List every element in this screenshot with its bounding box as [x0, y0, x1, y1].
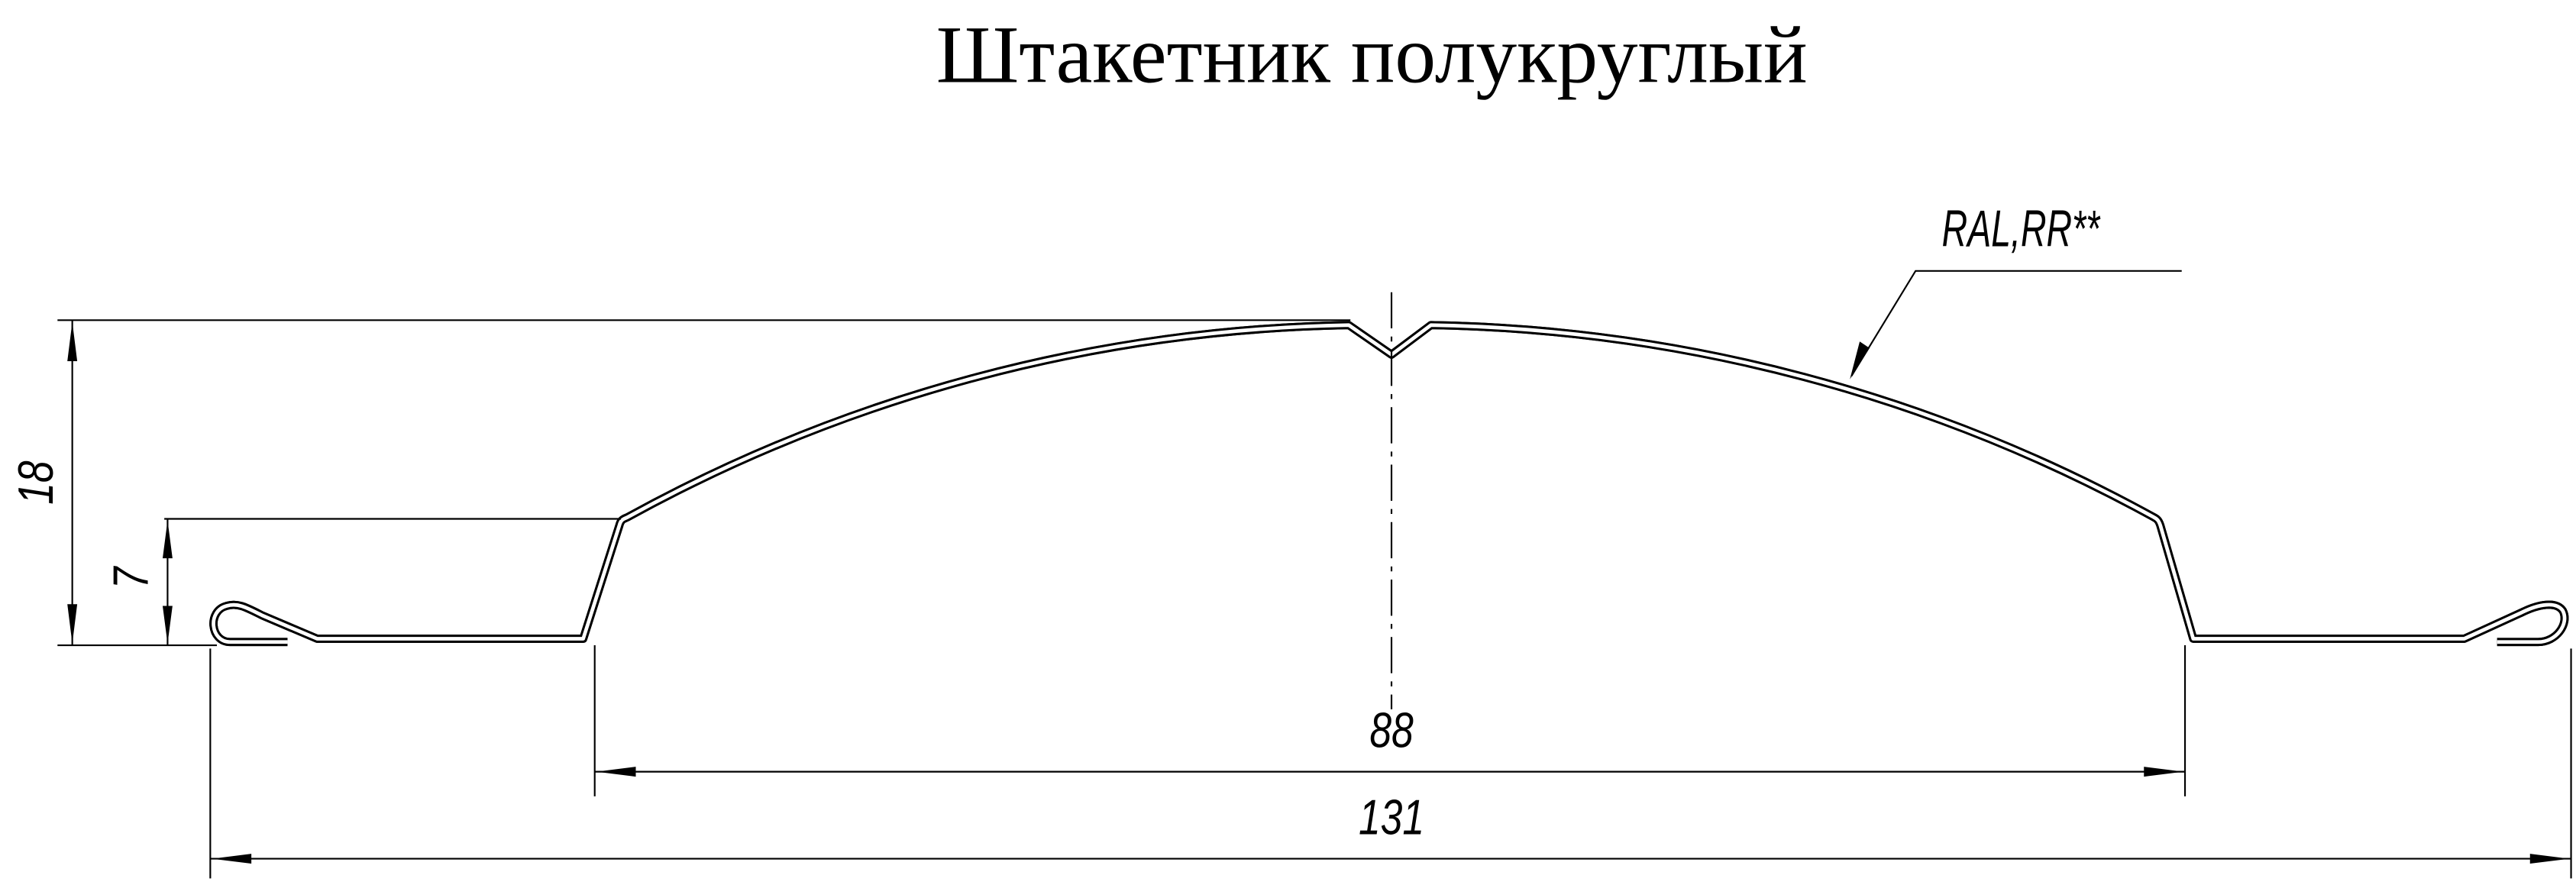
dimension-131: 131 [210, 790, 2571, 864]
coating-leader: RAL,RR** [1850, 200, 2182, 380]
sheet-profile [214, 325, 2565, 642]
dimension-18-label: 18 [8, 460, 63, 505]
dimension-88-label: 88 [1369, 703, 1414, 758]
coating-label: RAL,RR** [1942, 200, 2101, 258]
sheet-inner [214, 325, 2565, 642]
extension-lines [57, 319, 2572, 879]
dimension-7: 7 [104, 518, 173, 646]
dimension-7-label: 7 [104, 565, 159, 589]
drawing-title: Штакетник полукруглый [936, 10, 1808, 101]
sheet-inner-line [212, 323, 2567, 644]
dimension-18: 18 [8, 320, 78, 646]
dimension-131-label: 131 [1359, 790, 1424, 845]
dimension-88: 88 [594, 703, 2186, 777]
